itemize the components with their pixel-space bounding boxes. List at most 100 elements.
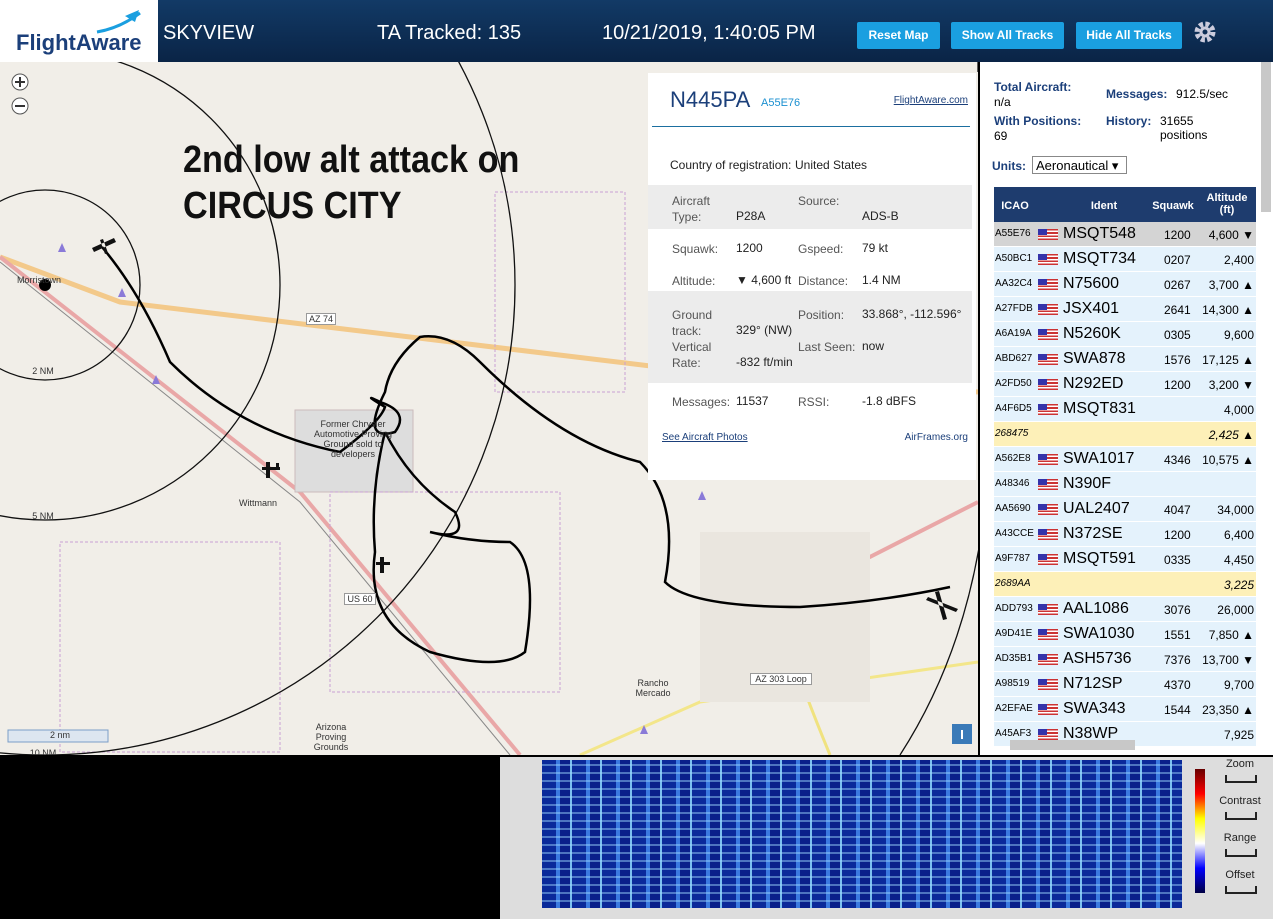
photos-link[interactable]: See Aircraft Photos: [662, 432, 748, 443]
aircraft-row[interactable]: A27FDB JSX401 2641 14,300 ▲: [994, 297, 1256, 321]
popup-link[interactable]: FlightAware.com: [893, 95, 968, 106]
icao-cell: A562E8: [995, 453, 1031, 464]
field-group: [648, 233, 972, 279]
aircraft-row[interactable]: A50BC1 MSQT734 0207 2,400: [994, 247, 1256, 271]
aircraft-row[interactable]: A55E76 MSQT548 1200 4,600 ▼: [994, 222, 1256, 246]
aircraft-row[interactable]: A4F6D5 MSQT831 4,000: [994, 397, 1256, 421]
altitude-cell: 17,125 ▲: [1202, 353, 1254, 367]
field-value: P28A: [736, 209, 766, 223]
altitude-cell: 9,600: [1223, 328, 1254, 342]
show-tracks-button[interactable]: Show All Tracks: [951, 22, 1064, 49]
flag: [1038, 604, 1058, 615]
icao-cell: A4F6D5: [995, 403, 1032, 414]
flag: [1038, 354, 1058, 365]
aircraft-row[interactable]: A2FD50 N292ED 1200 3,200 ▼: [994, 372, 1256, 396]
spectrum-slider[interactable]: [1225, 775, 1257, 783]
field-value: 11537: [736, 394, 769, 408]
squawk-cell: 1200: [1164, 228, 1191, 242]
icao-cell: A45AF3: [995, 728, 1032, 739]
aircraft-row[interactable]: A43CCE N372SE 1200 6,400: [994, 522, 1256, 546]
aircraft-row[interactable]: 268475 2,425 ▲: [994, 422, 1256, 446]
datetime: 10/21/2019, 1:40:05 PM: [602, 22, 816, 44]
icao-cell: ABD627: [995, 353, 1033, 364]
squawk-cell: 1200: [1164, 528, 1191, 542]
aircraft-row[interactable]: A9F787 MSQT591 0335 4,450: [994, 547, 1256, 571]
aircraft-popup: N445PA A55E76 FlightAware.com Country of…: [648, 73, 976, 480]
field-value: 1200: [736, 241, 763, 255]
squawk-cell: 0207: [1164, 253, 1191, 267]
squawk-cell: 4370: [1164, 678, 1191, 692]
spectrum-slider[interactable]: [1225, 849, 1257, 857]
squawk-cell: 0305: [1164, 328, 1191, 342]
icao-cell: AA32C4: [995, 278, 1033, 289]
spectrum-slider[interactable]: [1225, 886, 1257, 894]
map-label: Wittmann: [238, 498, 277, 508]
aircraft-row[interactable]: ADD793 AAL1086 3076 26,000: [994, 597, 1256, 621]
icao-cell: ADD793: [995, 603, 1033, 614]
stat-label: Messages:: [1106, 87, 1168, 101]
field-label: Squawk:: [672, 242, 719, 256]
field-label: Altitude:: [672, 274, 716, 288]
flag: [1038, 229, 1058, 240]
altitude-cell: 14,300 ▲: [1202, 303, 1254, 317]
logo-plane: [96, 10, 141, 34]
ident-cell: N712SP: [1063, 675, 1123, 692]
altitude-cell: 26,000: [1217, 603, 1254, 617]
aircraft-row[interactable]: A9D41E SWA1030 1551 7,850 ▲: [994, 622, 1256, 646]
aircraft-row[interactable]: A2EFAE SWA343 1544 23,350 ▲: [994, 697, 1256, 721]
column-header[interactable]: Ident: [1090, 200, 1118, 212]
field-value: ADS-B: [862, 209, 899, 223]
airframes-link[interactable]: AirFrames.org: [904, 432, 968, 443]
map-label: 2 NM: [32, 366, 54, 376]
field-label: Source:: [798, 194, 840, 208]
column-header[interactable]: ICAO: [1001, 200, 1029, 212]
altitude-cell: 6,400: [1223, 528, 1254, 542]
field-value: 1.4 NM: [862, 273, 901, 287]
stat-label: History:: [1106, 114, 1152, 128]
spectrum-slider[interactable]: [1225, 812, 1257, 820]
aircraft-row[interactable]: 2689AA 3,225: [994, 572, 1256, 596]
settings-icon[interactable]: [1193, 20, 1217, 44]
reset-map-button[interactable]: Reset Map: [857, 22, 940, 49]
field-group: [648, 291, 972, 383]
column-header[interactable]: Altitude (ft): [1206, 192, 1248, 216]
altitude-cell: 4,450: [1223, 553, 1254, 567]
aircraft-row[interactable]: A98519 N712SP 4370 9,700: [994, 672, 1256, 696]
field-label: Position:: [798, 308, 845, 322]
aircraft-row[interactable]: AD35B1 ASH5736 7376 13,700 ▼: [994, 647, 1256, 671]
aircraft-row[interactable]: AA32C4 N75600 0267 3,700 ▲: [994, 272, 1256, 296]
spectrum-control-label: Range: [1223, 832, 1257, 844]
flag: [1038, 304, 1058, 315]
colorbar: [1195, 769, 1205, 893]
aircraft-row[interactable]: ABD627 SWA878 1576 17,125 ▲: [994, 347, 1256, 371]
map-label: Former Chrysler Automotive Proving Groun…: [313, 419, 393, 459]
icao-cell: AA5690: [995, 503, 1031, 514]
ident-cell: N75600: [1063, 275, 1120, 292]
hide-tracks-button[interactable]: Hide All Tracks: [1076, 22, 1182, 49]
icao-cell: A9D41E: [995, 628, 1033, 639]
flag: [1038, 254, 1058, 265]
icao-cell: A2EFAE: [995, 703, 1033, 714]
popup-ident: N445PA: [670, 87, 751, 112]
units-select[interactable]: Aeronautical ▾: [1032, 156, 1127, 174]
map-label: Rancho Mercado: [635, 678, 671, 698]
flag: [1038, 554, 1058, 565]
aircraft-row[interactable]: A562E8 SWA1017 4346 10,575 ▲: [994, 447, 1256, 471]
flag: [1038, 529, 1058, 540]
stat-value: 31655 positions: [1160, 114, 1208, 142]
scrollbar: [1261, 62, 1271, 212]
map-label: US 60: [344, 593, 376, 605]
altitude-cell: 7,850 ▲: [1208, 628, 1254, 642]
field-value: -832 ft/min: [736, 355, 793, 369]
aircraft-row[interactable]: AA5690 UAL2407 4047 34,000: [994, 497, 1256, 521]
altitude-cell: 2,400: [1223, 253, 1254, 267]
column-header[interactable]: Squawk: [1152, 200, 1194, 212]
hscrollbar: [1010, 740, 1135, 750]
icao-cell: A50BC1: [995, 253, 1033, 264]
aircraft-row[interactable]: A48346 N390F: [994, 472, 1256, 496]
annotation: 2nd low alt attack on CIRCUS CITY: [183, 137, 519, 229]
logo: FlightAware: [16, 30, 142, 55]
field-label: Messages:: [672, 395, 731, 409]
aircraft-row[interactable]: A6A19A N5260K 0305 9,600: [994, 322, 1256, 346]
